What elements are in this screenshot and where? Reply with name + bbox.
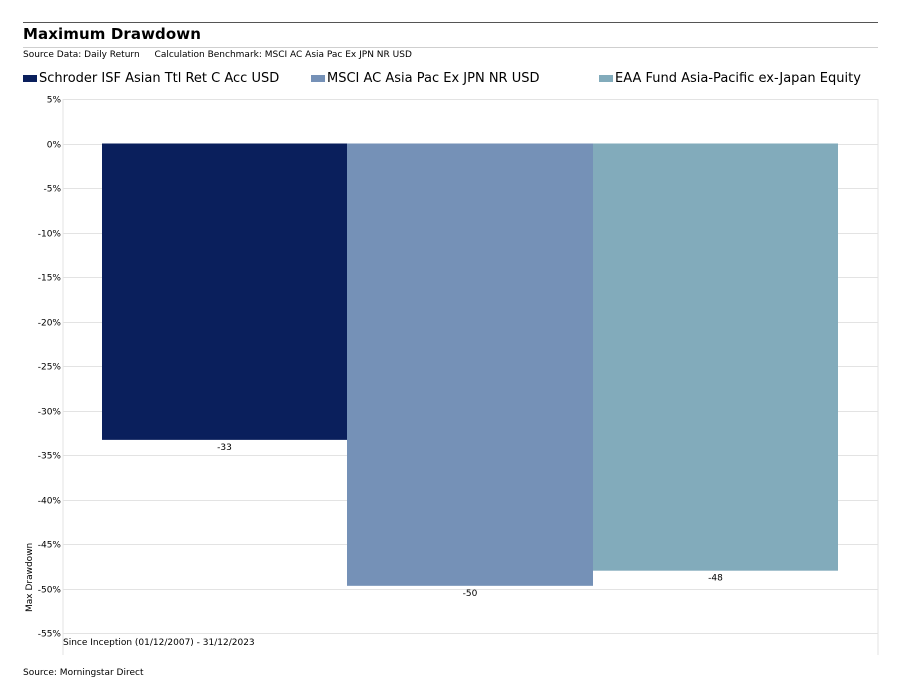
y-tick-label: -30% bbox=[38, 408, 62, 418]
legend: Schroder ISF Asian Ttl Ret C Acc USD MSC… bbox=[23, 71, 883, 87]
top-rule bbox=[23, 22, 878, 23]
y-tick-label: -20% bbox=[38, 319, 62, 329]
y-tick-label: -35% bbox=[38, 452, 62, 462]
data-labels: -33 -50 -48 bbox=[217, 443, 723, 599]
legend-swatch-benchmark bbox=[311, 75, 325, 82]
legend-item-benchmark: MSCI AC Asia Pac Ex JPN NR USD bbox=[311, 71, 540, 86]
bar-category bbox=[593, 143, 838, 571]
benchmark-label: Calculation Benchmark: MSCI AC Asia Pac … bbox=[154, 50, 412, 60]
y-tick-label: -25% bbox=[38, 363, 62, 373]
bars bbox=[102, 143, 838, 586]
legend-swatch-category bbox=[599, 75, 613, 82]
legend-label-benchmark: MSCI AC Asia Pac Ex JPN NR USD bbox=[327, 71, 540, 86]
x-category-label: Since Inception (01/12/2007) - 31/12/202… bbox=[63, 638, 255, 648]
legend-swatch-fund bbox=[23, 75, 37, 82]
y-tick-label: 5% bbox=[47, 96, 62, 106]
bar-benchmark bbox=[347, 143, 593, 586]
y-tick-label: -10% bbox=[38, 230, 62, 240]
data-label: -50 bbox=[463, 589, 478, 599]
source-data-label: Source Data: Daily Return bbox=[23, 50, 140, 60]
legend-label-fund: Schroder ISF Asian Ttl Ret C Acc USD bbox=[39, 71, 280, 86]
y-tick-label: -55% bbox=[38, 630, 62, 640]
y-tick-label: -15% bbox=[38, 274, 62, 284]
y-tick-label: -5% bbox=[43, 185, 61, 195]
y-tick-labels: 5% 0% -5% -10% -15% -20% -25% -30% -35% -40% -45% -… bbox=[38, 96, 62, 640]
legend-item-category: EAA Fund Asia-Pacific ex-Japan Equity bbox=[599, 71, 861, 86]
y-tick-label: -40% bbox=[38, 497, 62, 507]
title-rule bbox=[23, 47, 878, 48]
chart-title: Maximum Drawdown bbox=[23, 25, 202, 43]
data-label: -48 bbox=[708, 574, 723, 584]
legend-label-category: EAA Fund Asia-Pacific ex-Japan Equity bbox=[615, 71, 861, 86]
footer-source: Source: Morningstar Direct bbox=[23, 668, 144, 678]
y-tick-label: -50% bbox=[38, 586, 62, 596]
y-axis-label: Max Drawdown bbox=[25, 543, 35, 612]
legend-item-fund: Schroder ISF Asian Ttl Ret C Acc USD bbox=[23, 71, 279, 86]
y-tick-label: 0% bbox=[47, 141, 62, 151]
bar-fund bbox=[102, 143, 347, 440]
y-tick-label: -45% bbox=[38, 541, 62, 551]
data-label: -33 bbox=[217, 443, 232, 453]
chart-subtitle: Source Data: Daily Return Calculation Be… bbox=[23, 50, 424, 60]
